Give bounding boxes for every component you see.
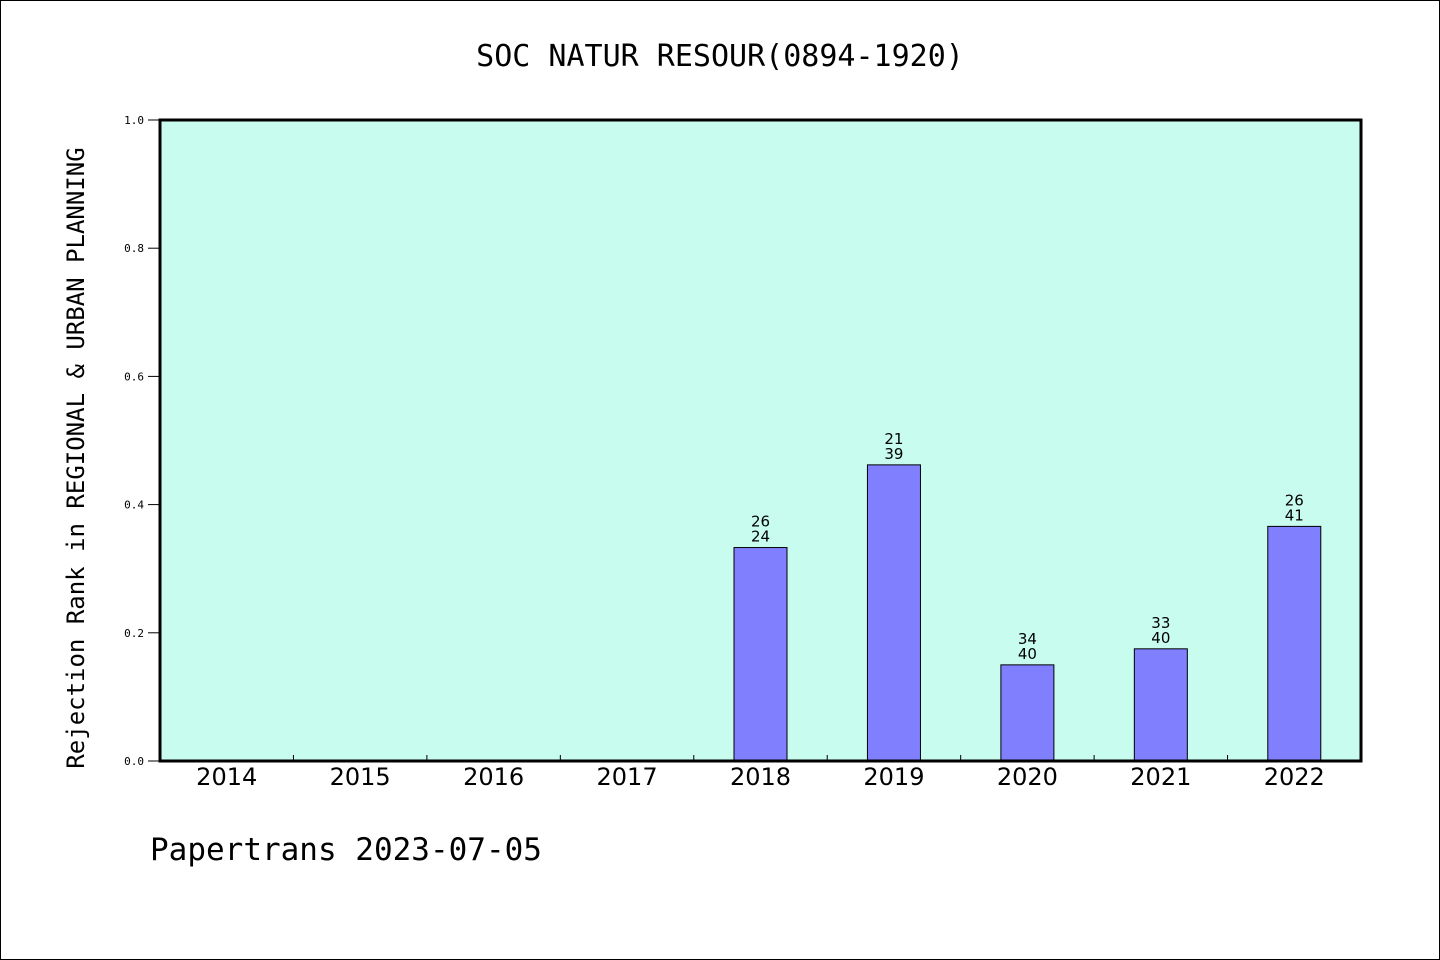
y-tick-label: 0.0	[124, 755, 144, 768]
chart-title: SOC NATUR RESOUR(0894-1920)	[476, 39, 964, 74]
bar-2019	[866, 464, 921, 762]
y-tick-label: 0.8	[124, 242, 144, 255]
bar-2022	[1267, 525, 1322, 762]
x-tick-label: 2015	[330, 763, 391, 791]
x-tick-label: 2018	[730, 763, 791, 791]
bar-2018	[733, 547, 788, 762]
x-tick-label: 2019	[863, 763, 924, 791]
y-tick-label: 1.0	[124, 114, 144, 127]
bar-data-label: 40	[1151, 629, 1170, 647]
bar-data-label: 26	[1285, 491, 1304, 509]
y-tick-label: 0.2	[124, 627, 144, 640]
y-axis-label: Rejection Rank in REGIONAL & URBAN PLANN…	[62, 147, 90, 768]
x-tick-label: 2021	[1130, 763, 1191, 791]
bar-data-label: 33	[1151, 614, 1170, 632]
x-axis: 2014 2015 2016 2017 2018 2019 2020 2021 2022	[196, 755, 1325, 791]
bar-2020	[1000, 664, 1055, 762]
bar-2021	[1133, 648, 1188, 762]
y-tick-label: 0.4	[124, 499, 144, 512]
footer-text: Papertrans 2023-07-05	[150, 832, 542, 868]
y-axis: 0.0 0.2 0.4 0.6 0.8 1.0	[124, 114, 160, 768]
y-tick-label: 0.6	[124, 370, 144, 383]
plot-border	[158, 118, 1363, 763]
x-tick-label: 2017	[597, 763, 658, 791]
x-tick-label: 2020	[997, 763, 1058, 791]
x-tick-label: 2022	[1264, 763, 1325, 791]
x-tick-label: 2016	[463, 763, 524, 791]
x-tick-label: 2014	[196, 763, 257, 791]
bar-data-label: 24	[751, 528, 770, 546]
bar-data-label: 26	[751, 513, 770, 531]
bar-data-label: 41	[1285, 506, 1304, 524]
bar-data-label: 40	[1018, 645, 1037, 663]
bar-data-label: 21	[884, 430, 903, 448]
bar-data-label: 39	[884, 445, 903, 463]
bar-data-label: 34	[1018, 630, 1037, 648]
